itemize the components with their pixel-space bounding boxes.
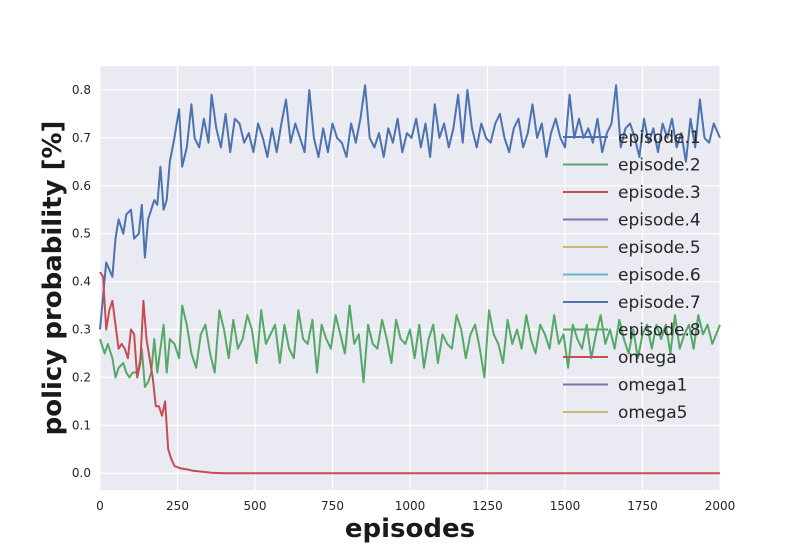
x-tick-label: 500 (244, 499, 267, 513)
y-tick-label: 0.7 (72, 131, 91, 145)
y-tick-labels: 0.0 0.1 0.2 0.3 0.4 0.5 0.6 0.7 0.8 (72, 83, 91, 480)
x-tick-label: 1250 (472, 499, 503, 513)
x-tick-label: 2000 (705, 499, 736, 513)
legend: episode.1 episode.2 episode.3 episode.4 epis… (563, 128, 701, 423)
legend-label: episode.8 (618, 321, 701, 341)
series-line-episode.2 (99, 304, 721, 388)
legend-label: episode.6 (618, 266, 701, 286)
x-tick-label: 1750 (627, 499, 658, 513)
y-tick-label: 0.4 (72, 275, 91, 289)
legend-label: episode.5 (618, 238, 701, 258)
legend-label: omega1 (618, 376, 687, 396)
y-tick-label: 0.5 (72, 227, 91, 241)
series-group (99, 84, 721, 475)
x-tick-label: 750 (321, 499, 344, 513)
legend-label: episode.4 (618, 211, 701, 231)
legend-label: episode.1 (618, 128, 701, 148)
x-tick-label: 1500 (550, 499, 581, 513)
legend-label: episode.2 (618, 156, 701, 176)
y-tick-label: 0.2 (72, 370, 91, 384)
legend-label: episode.7 (618, 293, 701, 313)
y-tick-label: 0.3 (72, 323, 91, 337)
x-tick-label: 250 (166, 499, 189, 513)
x-axis-title: episodes (345, 514, 475, 544)
series-line-episode.3 (99, 271, 720, 475)
x-tick-label: 0 (96, 499, 104, 513)
y-tick-label: 0.6 (72, 179, 91, 193)
x-tick-labels: 0 250 500 750 1000 1250 1500 1750 2000 (96, 499, 735, 513)
y-axis-title: policy probability [%] (38, 121, 68, 436)
y-tick-label: 0.8 (72, 83, 91, 97)
legend-label: episode.3 (618, 183, 701, 203)
legend-label: omega (618, 348, 677, 368)
y-tick-label: 0.1 (72, 418, 91, 432)
y-tick-label: 0.0 (72, 466, 91, 480)
x-tick-label: 1000 (395, 499, 426, 513)
legend-label: omega5 (618, 403, 687, 423)
series-line-episode.1 (99, 84, 721, 330)
